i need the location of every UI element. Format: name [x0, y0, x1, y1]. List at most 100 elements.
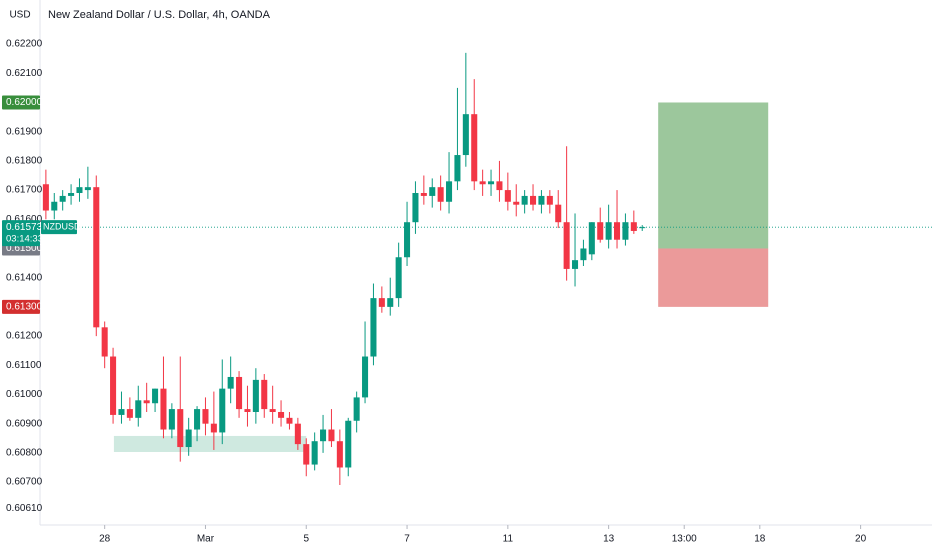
- candle-body: [538, 195, 545, 205]
- y-tick-label: 0.61000: [6, 389, 43, 400]
- price-tag-label: 0.61300: [6, 302, 43, 313]
- candle-body: [42, 184, 49, 211]
- candle-body: [513, 201, 520, 205]
- currency: USD: [9, 10, 30, 21]
- candle-body: [395, 257, 402, 299]
- price-tag-label: 0.62000: [6, 97, 43, 108]
- candle-body: [336, 441, 343, 468]
- last-price-tag: [2, 220, 40, 247]
- x-tick-label: Mar: [197, 534, 215, 545]
- x-tick-label: 5: [303, 534, 309, 545]
- x-tick-label: 13:00: [672, 534, 697, 545]
- y-tick-label: 0.61600: [6, 214, 43, 225]
- candle-body: [404, 222, 411, 258]
- countdown: 03:14:33: [6, 234, 43, 245]
- candle-body: [370, 298, 377, 357]
- candle-body: [437, 187, 444, 202]
- candle-body: [135, 400, 142, 418]
- candle-body: [219, 388, 226, 433]
- candle-body: [521, 195, 528, 205]
- y-tick-label: 0.61200: [6, 331, 43, 342]
- price-tag: [2, 299, 40, 314]
- candle-body: [420, 193, 427, 196]
- symbol-label: NZDUSD: [43, 222, 81, 232]
- candle-body: [210, 423, 217, 433]
- candle-body: [345, 420, 352, 468]
- y-tick-label: 0.61900: [6, 126, 43, 137]
- candle-body: [143, 400, 150, 404]
- candle-body: [320, 429, 327, 442]
- candle-body: [412, 193, 419, 223]
- candle-body: [84, 187, 91, 191]
- candle-body: [286, 417, 293, 424]
- loss-zone: [658, 248, 769, 307]
- candle-body: [479, 181, 486, 185]
- candle-body: [236, 376, 243, 410]
- candle-body: [605, 222, 612, 240]
- x-tick-label: 11: [503, 534, 514, 545]
- candle-body: [93, 187, 100, 328]
- candle-body: [597, 222, 604, 240]
- y-tick-label: 0.62100: [6, 68, 43, 79]
- candle-body: [294, 423, 301, 445]
- candle-body: [639, 227, 646, 229]
- zone: [113, 435, 307, 453]
- candle-body: [328, 429, 335, 442]
- candle-body: [303, 444, 310, 465]
- candle-body: [580, 248, 587, 261]
- candle-body: [622, 222, 629, 240]
- candle-body: [588, 222, 595, 255]
- candle-body: [118, 409, 125, 415]
- candle-body: [76, 187, 83, 194]
- x-tick-label: 20: [855, 534, 867, 545]
- price-tag-label: 0.61500: [6, 243, 43, 254]
- candle-body: [362, 356, 369, 398]
- candle-body: [614, 222, 621, 240]
- x-tick-label: 7: [404, 534, 410, 545]
- candle-body: [563, 222, 570, 269]
- last-price-label: 0.61573: [6, 222, 43, 233]
- y-tick-label: 0.61700: [6, 185, 43, 196]
- x-tick-label: 13: [603, 534, 615, 545]
- candle-body: [185, 429, 192, 448]
- candle-body: [126, 409, 133, 418]
- candle-body: [530, 195, 537, 205]
- candle-body: [177, 409, 184, 448]
- candle-body: [353, 397, 360, 421]
- y-tick-label: 0.60900: [6, 418, 43, 429]
- candle-body: [471, 114, 478, 182]
- y-tick-label: 0.62200: [6, 39, 43, 50]
- y-tick-label: 0.60610: [6, 503, 43, 514]
- candle-body: [194, 409, 201, 430]
- candle-body: [152, 388, 159, 404]
- candle-body: [462, 114, 469, 156]
- candle-body: [168, 409, 175, 430]
- candle-body: [429, 187, 436, 196]
- candle-body: [202, 409, 209, 424]
- candle-body: [261, 379, 268, 410]
- candle-body: [51, 201, 58, 211]
- candle-body: [244, 409, 251, 412]
- candle-body: [59, 195, 66, 202]
- candle-body: [546, 195, 553, 205]
- y-tick-label: 0.60700: [6, 477, 43, 488]
- candle-body: [68, 193, 75, 196]
- candle-body: [555, 204, 562, 223]
- candle-body: [454, 155, 461, 182]
- candle-body: [269, 409, 276, 412]
- y-tick-label: 0.60800: [6, 448, 43, 459]
- candle-body: [311, 441, 318, 465]
- candle-body: [488, 181, 495, 185]
- candle-body: [504, 190, 511, 202]
- y-tick-label: 0.61100: [6, 360, 42, 371]
- chart-title: New Zealand Dollar / U.S. Dollar, 4h, OA…: [48, 9, 271, 21]
- y-tick-label: 0.61800: [6, 156, 43, 167]
- candle-body: [160, 388, 167, 430]
- candle-body: [446, 181, 453, 202]
- candle-body: [252, 379, 259, 412]
- candle-body: [496, 181, 503, 191]
- symbol-tag: [41, 220, 77, 235]
- profit-zone: [658, 102, 769, 249]
- candle-body: [630, 222, 637, 231]
